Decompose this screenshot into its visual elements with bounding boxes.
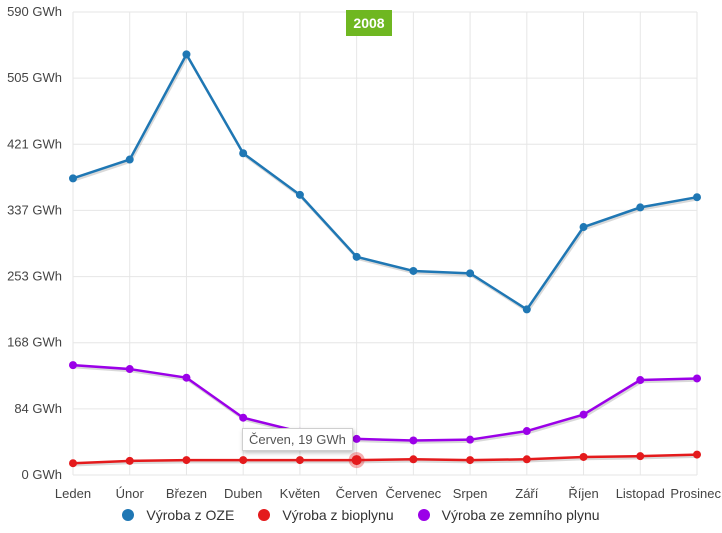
data-point (182, 456, 191, 465)
data-point (295, 190, 304, 199)
data-point (466, 435, 475, 444)
data-point (522, 427, 531, 436)
data-point (693, 193, 701, 202)
series-line (72, 453, 698, 465)
data-point (69, 174, 77, 183)
legend-item-oze[interactable]: Výroba z OZE (122, 507, 234, 523)
data-point (409, 455, 418, 464)
data-point (182, 50, 191, 59)
data-point (125, 155, 134, 164)
data-tooltip: Červen, 19 GWh (242, 428, 353, 451)
y-tick-label: 505 GWh (7, 70, 62, 85)
data-point (636, 376, 645, 385)
x-tick-label: Duben (224, 486, 262, 501)
series-line-shadow (73, 455, 699, 467)
data-point (466, 269, 475, 278)
x-tick-label: Srpen (453, 486, 488, 501)
data-point (636, 452, 645, 461)
data-point (409, 266, 418, 275)
data-point (125, 456, 134, 465)
x-tick-label: Květen (280, 486, 320, 501)
y-tick-label: 337 GWh (7, 202, 62, 217)
data-point (239, 149, 248, 158)
series-line-shadow (73, 55, 699, 313)
plot-area (73, 12, 697, 475)
x-tick-label: Červen (336, 486, 378, 501)
data-point (239, 456, 248, 465)
data-point (352, 434, 361, 443)
legend-item-zemni-plyn[interactable]: Výroba ze zemního plynu (417, 507, 600, 523)
legend-label: Výroba ze zemního plynu (441, 507, 600, 523)
y-tick-label: 253 GWh (7, 269, 62, 284)
data-point (409, 436, 418, 445)
highlight-point (351, 455, 362, 466)
data-point (352, 252, 361, 261)
series-line (72, 53, 698, 311)
legend: Výroba z OZE Výroba z bioplynu Výroba ze… (0, 505, 722, 525)
legend-label: Výroba z OZE (146, 507, 235, 523)
data-point (466, 456, 475, 465)
data-point (295, 456, 304, 465)
year-badge[interactable]: 2008 (346, 10, 392, 36)
x-tick-label: Březen (166, 486, 207, 501)
legend-label: Výroba z bioplynu (282, 507, 394, 523)
data-point (69, 459, 77, 468)
y-tick-label: 421 GWh (7, 136, 62, 151)
y-tick-label: 168 GWh (7, 335, 62, 350)
legend-dot-icon (258, 509, 271, 521)
data-point (182, 373, 191, 382)
data-point (69, 361, 77, 370)
data-point (522, 305, 531, 314)
data-point (579, 223, 588, 232)
data-point (125, 365, 134, 374)
x-tick-label: Únor (116, 486, 145, 501)
x-tick-label: Prosinec (670, 486, 721, 501)
x-tick-label: Leden (55, 486, 91, 501)
data-point (522, 455, 531, 464)
legend-item-bioplyn[interactable]: Výroba z bioplynu (258, 507, 394, 523)
legend-dot-icon (122, 509, 135, 521)
y-tick-label: 0 GWh (22, 467, 62, 482)
data-point (693, 374, 701, 383)
series-line (72, 363, 698, 442)
x-tick-label: Listopad (616, 486, 665, 501)
data-point (239, 413, 248, 422)
data-point (579, 410, 588, 419)
y-tick-label: 590 GWh (7, 4, 62, 19)
data-point (636, 203, 645, 212)
series-line-shadow (73, 365, 699, 444)
y-tick-label: 84 GWh (14, 401, 62, 416)
data-point (579, 452, 588, 461)
x-tick-label: Září (515, 486, 539, 501)
legend-dot-icon (417, 509, 430, 521)
x-tick-label: Červenec (386, 486, 442, 501)
data-point (693, 450, 701, 459)
x-tick-label: Říjen (568, 486, 598, 501)
